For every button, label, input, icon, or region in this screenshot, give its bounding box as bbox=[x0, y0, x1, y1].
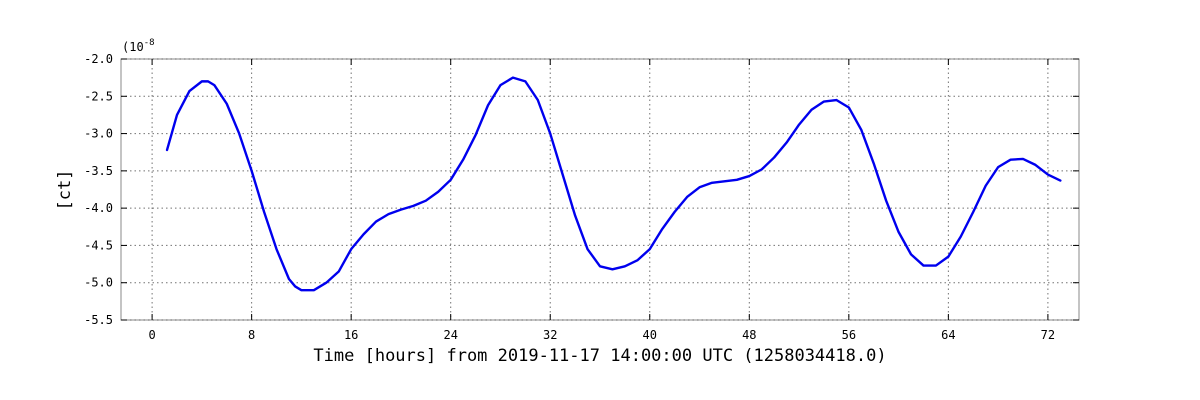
y-tick-label: -2.0 bbox=[84, 52, 113, 66]
y-tick-label: -5.5 bbox=[84, 313, 113, 327]
y-tick-label: -2.5 bbox=[84, 89, 113, 103]
y-multiplier-label: (10-8 bbox=[122, 38, 155, 54]
x-axis: 0 8 16 24 32 40 48 56 64 72 bbox=[148, 59, 1055, 342]
y-tick-label: -3.0 bbox=[84, 127, 113, 141]
plot-area bbox=[120, 58, 1080, 321]
x-tick-label: 48 bbox=[742, 328, 756, 342]
y-tick-label: -4.5 bbox=[84, 238, 113, 252]
x-tick-label: 24 bbox=[443, 328, 457, 342]
x-tick-label: 0 bbox=[148, 328, 155, 342]
x-tick-label: 72 bbox=[1041, 328, 1055, 342]
y-tick-label: -5.0 bbox=[84, 276, 113, 290]
series-layer bbox=[165, 76, 1062, 292]
y-multiplier-base: (10 bbox=[122, 40, 144, 54]
x-tick-label: 56 bbox=[842, 328, 856, 342]
x-tick-label: 8 bbox=[248, 328, 255, 342]
y-axis-label: [ct] bbox=[55, 170, 75, 211]
series-line bbox=[165, 76, 1062, 292]
x-tick-label: 16 bbox=[344, 328, 358, 342]
y-tick-label: -4.0 bbox=[84, 201, 113, 215]
x-axis-label: Time [hours] from 2019-11-17 14:00:00 UT… bbox=[313, 346, 886, 366]
y-tick-label: -3.5 bbox=[84, 164, 113, 178]
x-tick-label: 64 bbox=[941, 328, 955, 342]
y-axis: -2.0 -2.5 -3.0 -3.5 -4.0 -4.5 -5.0 -5.5 bbox=[84, 52, 1079, 327]
x-tick-label: 32 bbox=[543, 328, 557, 342]
x-tick-label: 40 bbox=[643, 328, 657, 342]
y-multiplier-exponent: -8 bbox=[144, 38, 155, 48]
grid bbox=[121, 58, 1079, 321]
